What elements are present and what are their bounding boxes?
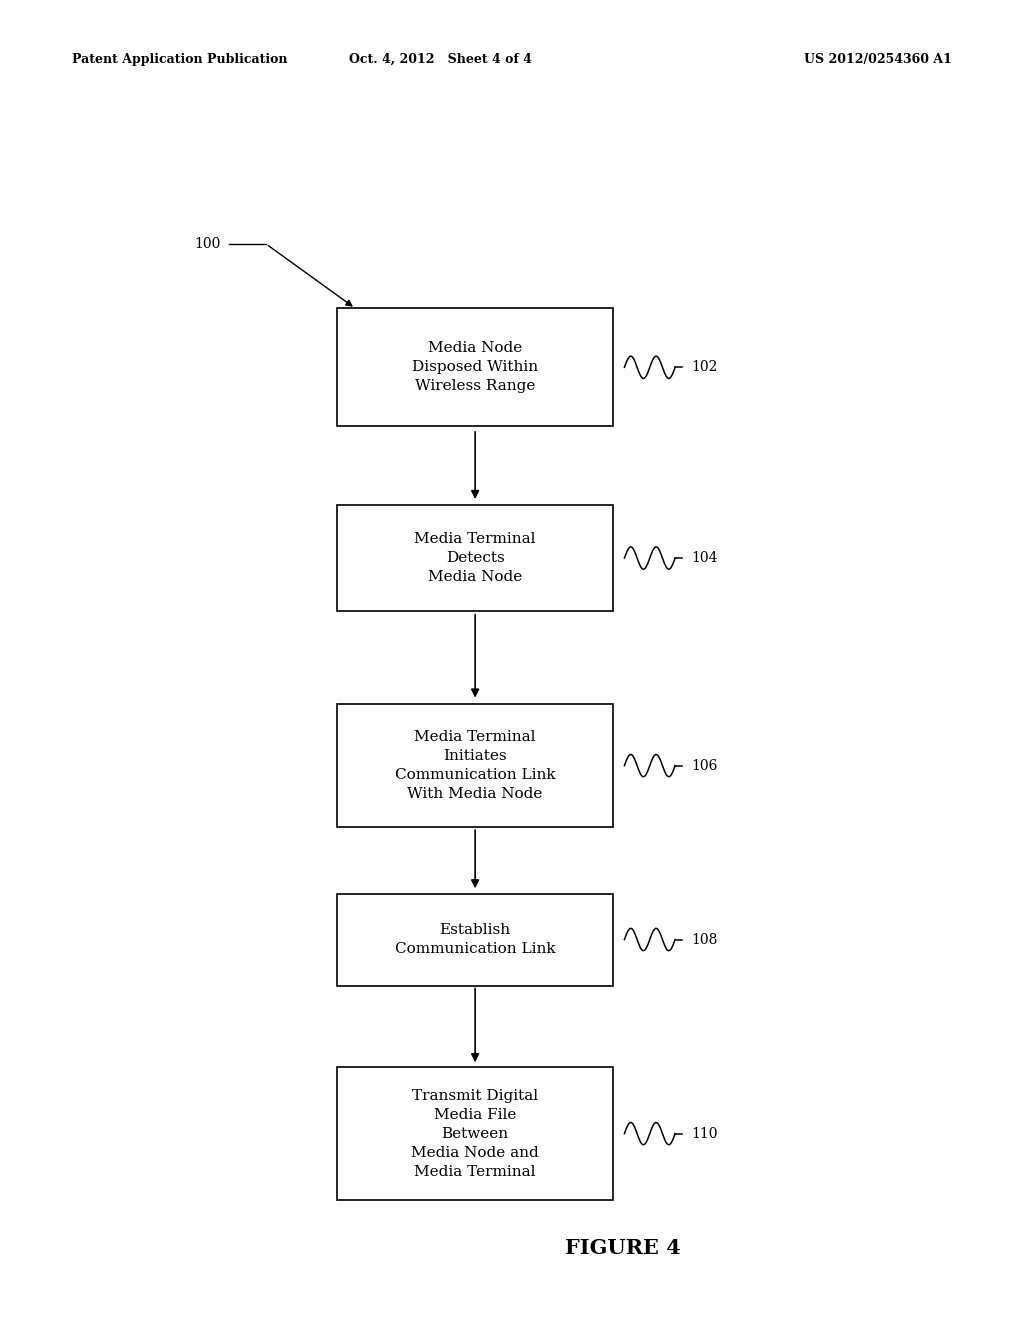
Text: Oct. 4, 2012   Sheet 4 of 4: Oct. 4, 2012 Sheet 4 of 4 — [349, 53, 531, 66]
Text: Media Node
Disposed Within
Wireless Range: Media Node Disposed Within Wireless Rang… — [412, 342, 539, 393]
Text: 106: 106 — [692, 759, 718, 772]
Text: 110: 110 — [692, 1126, 718, 1140]
FancyBboxPatch shape — [337, 309, 613, 426]
Text: Transmit Digital
Media File
Between
Media Node and
Media Terminal: Transmit Digital Media File Between Medi… — [412, 1089, 539, 1179]
Text: Media Terminal
Initiates
Communication Link
With Media Node: Media Terminal Initiates Communication L… — [395, 730, 555, 801]
FancyBboxPatch shape — [337, 504, 613, 611]
Text: 104: 104 — [692, 550, 718, 565]
FancyBboxPatch shape — [337, 704, 613, 828]
FancyBboxPatch shape — [337, 894, 613, 986]
Text: 100: 100 — [195, 236, 220, 251]
Text: 108: 108 — [692, 932, 718, 946]
Text: Patent Application Publication: Patent Application Publication — [72, 53, 287, 66]
Text: US 2012/0254360 A1: US 2012/0254360 A1 — [805, 53, 952, 66]
Text: 102: 102 — [692, 360, 718, 375]
FancyBboxPatch shape — [337, 1068, 613, 1200]
Text: Media Terminal
Detects
Media Node: Media Terminal Detects Media Node — [415, 532, 536, 583]
Text: Establish
Communication Link: Establish Communication Link — [395, 923, 555, 956]
Text: FIGURE 4: FIGURE 4 — [564, 1238, 681, 1258]
